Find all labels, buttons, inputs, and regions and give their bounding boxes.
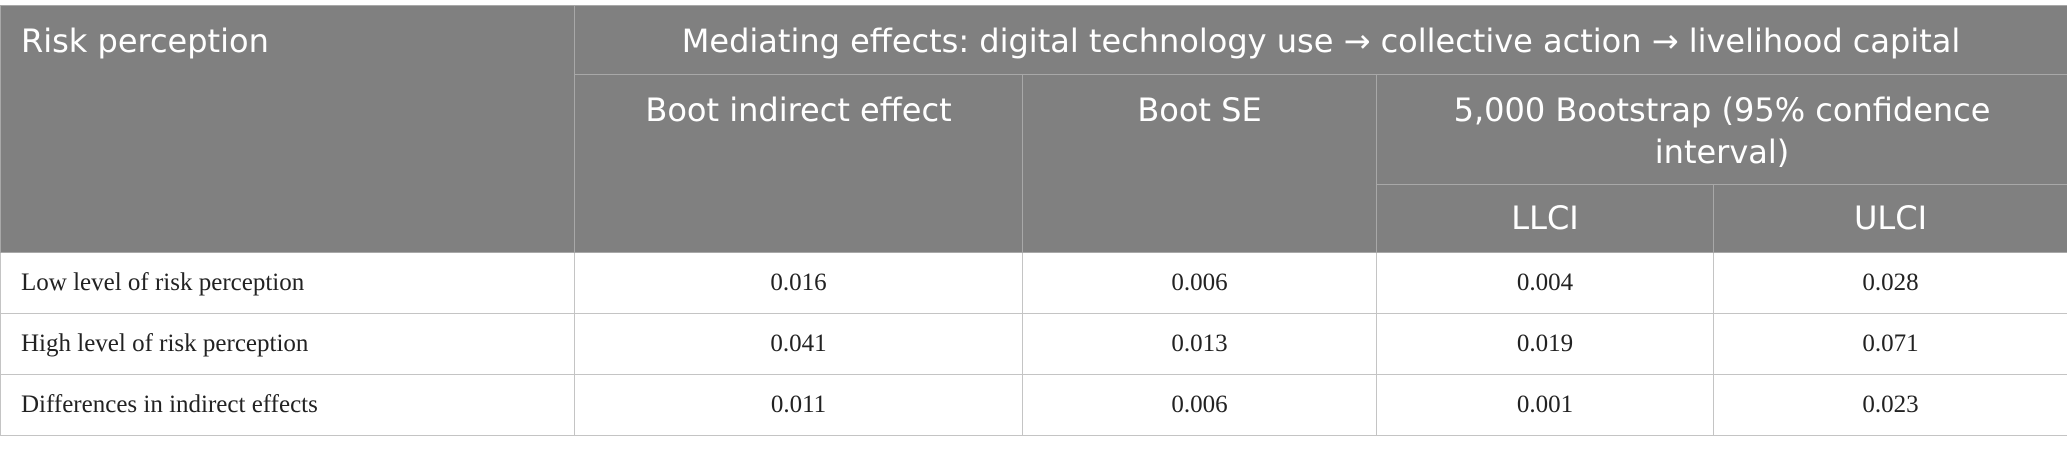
table-row: Low level of risk perception 0.016 0.006… [0, 252, 2067, 314]
table-row: High level of risk perception 0.041 0.01… [0, 313, 2067, 375]
llci-cell: 0.001 [1376, 374, 1714, 436]
llci-cell: 0.019 [1376, 313, 1714, 375]
table-row: Differences in indirect effects 0.011 0.… [0, 374, 2067, 436]
ulci-cell: 0.028 [1712, 252, 2067, 314]
boot-indirect-effect-cell: 0.041 [574, 313, 1023, 375]
boot-se-cell: 0.013 [1022, 313, 1377, 375]
ulci-cell: 0.071 [1712, 313, 2067, 375]
boot-indirect-effect-cell: 0.011 [574, 374, 1023, 436]
boot-indirect-effect-header: Boot indirect effect [574, 74, 1023, 253]
ulci-cell: 0.023 [1712, 374, 2067, 436]
bootstrap-ci-header: 5,000 Bootstrap (95% confidence interval… [1375, 74, 2067, 185]
risk-perception-header: Risk perception [0, 5, 575, 253]
row-label: Low level of risk perception [0, 252, 575, 314]
boot-se-header: Boot SE [1022, 74, 1377, 253]
row-label: Differences in indirect effects [0, 374, 575, 436]
row-label: High level of risk perception [0, 313, 575, 375]
boot-se-cell: 0.006 [1022, 374, 1377, 436]
boot-indirect-effect-cell: 0.016 [574, 252, 1023, 314]
llci-header: LLCI [1376, 184, 1714, 253]
mediating-effects-table: Risk perception Mediating effects: digit… [0, 5, 2067, 436]
mediating-effects-header: Mediating effects: digital technology us… [573, 5, 2067, 75]
ulci-header: ULCI [1712, 184, 2067, 253]
boot-se-cell: 0.006 [1022, 252, 1377, 314]
llci-cell: 0.004 [1376, 252, 1714, 314]
